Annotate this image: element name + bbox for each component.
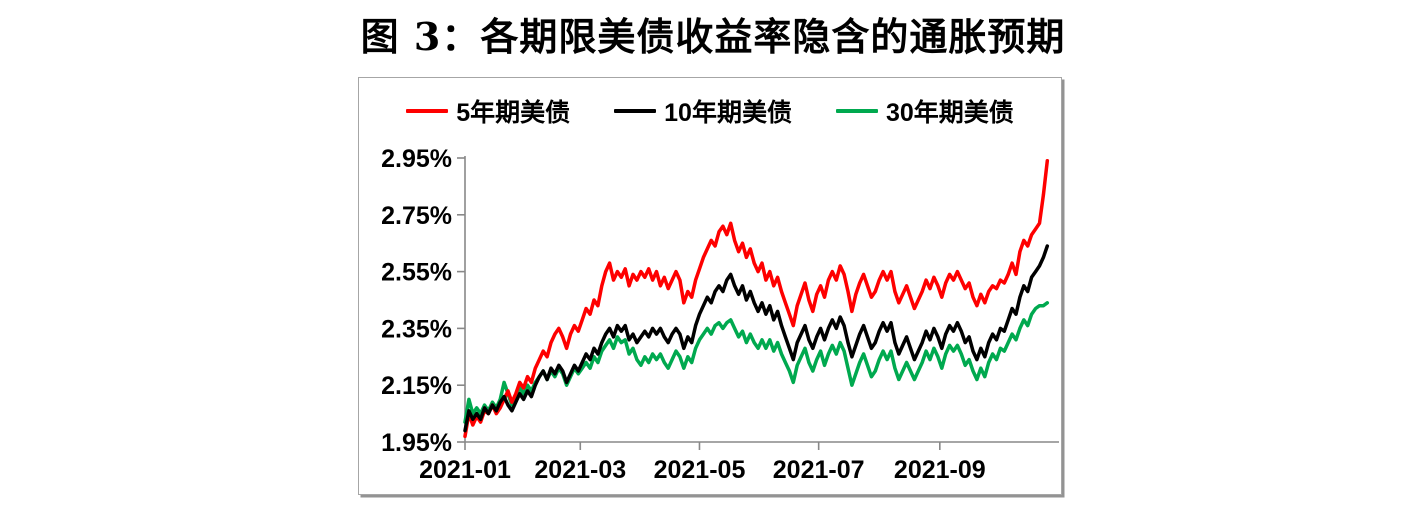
line-swatch-30y [835,109,878,113]
legend-item-30y: 30年期美债 [835,93,1014,129]
line-chart: 2.95% 2.75% 2.55% 2.35% 2.15% 1.95%2021-01 202… [381,145,1059,484]
y-tick-label: 2.15% [381,372,452,400]
x-tick-label: 2021-01 [419,456,511,484]
series-line-30y [463,301,1050,424]
x-tick-label: 2021-05 [654,456,746,484]
y-tick-label: 2.95% [381,145,452,173]
y-tick-label: 2.55% [381,259,452,287]
y-tick-label: 2.35% [381,315,452,343]
x-tick-label: 2021-07 [773,456,865,484]
series-line-10y [463,244,1050,433]
legend-label-30y: 30年期美债 [885,99,1014,127]
legend-item-10y: 10年期美债 [614,93,792,129]
line-swatch-5y [406,109,449,113]
legend-label-10y: 10年期美债 [664,99,792,127]
series-line-5y [463,159,1050,439]
chart-legend: 5年期美债 10年期美债 30年期美债 [359,93,1061,129]
chart-panel: 5年期美债 10年期美债 30年期美债 2.95% 2.75% 2.55% 2.35%… [358,77,1062,495]
y-tick-label: 1.95% [381,429,452,457]
x-tick-label: 2021-03 [534,456,626,484]
legend-item-5y: 5年期美债 [406,93,570,129]
y-tick-label: 2.75% [381,202,452,230]
chart-title: 图 3：各期限美债收益率隐含的通胀预期 [360,14,1066,59]
x-tick-label: 2021-09 [894,456,986,484]
line-swatch-10y [614,109,657,113]
legend-label-5y: 5年期美债 [456,99,571,127]
